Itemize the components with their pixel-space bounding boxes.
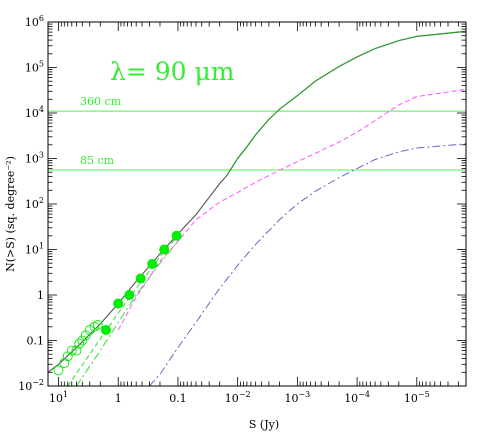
filled-data-point bbox=[124, 290, 135, 300]
y-tick-label: 103 bbox=[25, 151, 44, 166]
reference-line-label: 85 cm bbox=[80, 154, 115, 167]
axis-ticks bbox=[48, 21, 466, 387]
x-tick-label: 0.1 bbox=[169, 392, 187, 405]
data-points bbox=[53, 230, 182, 376]
open-data-point bbox=[77, 335, 88, 346]
y-tick-label: 10−2 bbox=[18, 378, 44, 393]
filled-data-point bbox=[147, 259, 158, 270]
x-tick-label: 1 bbox=[115, 392, 122, 405]
series-line bbox=[226, 30, 466, 175]
y-tick-label: 101 bbox=[25, 242, 44, 257]
open-data-point bbox=[66, 345, 77, 356]
series-line bbox=[149, 143, 466, 386]
open-data-point bbox=[74, 338, 85, 349]
filled-data-point bbox=[159, 244, 170, 255]
y-axis-label: N(>S) (sq. degree⁻²) bbox=[4, 156, 17, 272]
y-tick-label: 1 bbox=[37, 289, 44, 302]
filled-data-point bbox=[171, 230, 182, 241]
filled-data-point bbox=[135, 273, 146, 284]
open-data-point bbox=[89, 321, 100, 332]
filled-data-point bbox=[101, 325, 112, 336]
series-line bbox=[117, 88, 466, 331]
y-tick-label: 0.1 bbox=[27, 335, 45, 348]
y-tick-label: 105 bbox=[25, 60, 44, 75]
x-tick-label: 101 bbox=[49, 390, 68, 405]
series-line bbox=[67, 235, 179, 386]
open-data-point bbox=[59, 358, 70, 368]
open-data-point bbox=[80, 330, 91, 341]
x-tick-label: 10−4 bbox=[344, 390, 370, 405]
x-axis-label: S (Jy) bbox=[249, 418, 279, 431]
y-tick-label: 102 bbox=[25, 196, 44, 211]
filled-data-point bbox=[113, 298, 124, 309]
open-data-point bbox=[53, 365, 64, 376]
reference-line-label: 360 cm bbox=[80, 95, 122, 108]
open-data-point bbox=[92, 319, 103, 330]
x-tick-label: 10−5 bbox=[404, 390, 430, 405]
x-tick-label: 10−3 bbox=[284, 390, 310, 405]
series-line bbox=[76, 241, 179, 386]
y-tick-label: 104 bbox=[25, 105, 44, 120]
x-tick-label: 10−2 bbox=[225, 390, 251, 405]
wavelength-annotation: λ= 90 μm bbox=[110, 57, 235, 86]
open-data-point bbox=[71, 345, 82, 356]
y-tick-label: 106 bbox=[25, 14, 44, 29]
horizontal-reference-lines: 360 cm 85 cm bbox=[48, 95, 466, 171]
